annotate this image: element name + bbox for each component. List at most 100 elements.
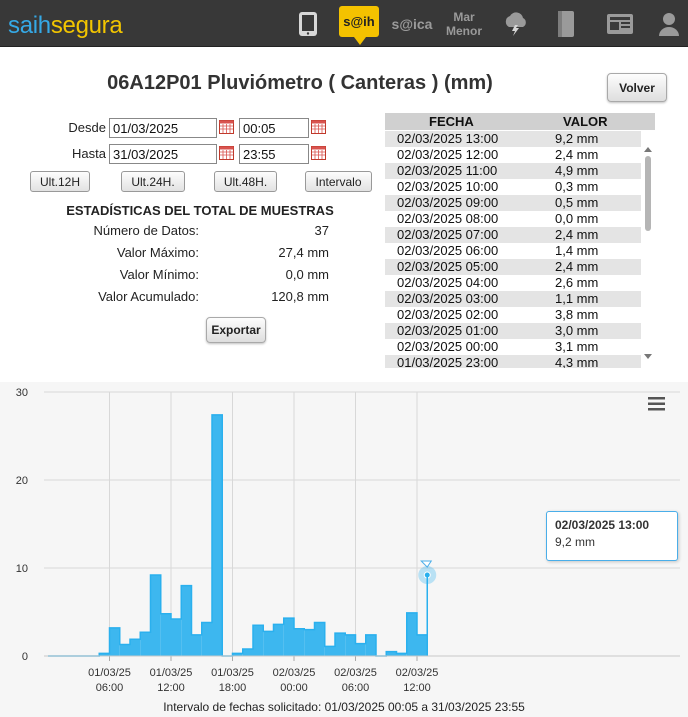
table-scrollbar[interactable] bbox=[642, 146, 654, 364]
cell-valor: 0,0 mm bbox=[555, 211, 599, 226]
saica-icon[interactable]: s@ica bbox=[391, 15, 433, 32]
scrollbar-thumb[interactable] bbox=[645, 156, 651, 231]
cell-fecha: 02/03/2025 09:00 bbox=[397, 195, 499, 210]
data-bar bbox=[324, 646, 335, 656]
cell-fecha: 01/03/2025 23:00 bbox=[397, 355, 499, 368]
data-bar bbox=[191, 634, 202, 656]
scroll-down-icon[interactable] bbox=[644, 354, 652, 359]
cell-valor: 2,4 mm bbox=[555, 147, 599, 162]
data-bar bbox=[232, 653, 243, 656]
desde-date-input[interactable]: 01/03/2025 bbox=[109, 118, 217, 138]
ult-24h-button[interactable]: Ult.24H. bbox=[121, 171, 185, 192]
data-bar bbox=[396, 653, 407, 656]
saih-icon[interactable]: s@ih bbox=[338, 0, 380, 47]
top-navigation-bar: saihsegura s@ih s@ica Mar Menor bbox=[0, 0, 688, 47]
user-icon[interactable] bbox=[650, 0, 688, 47]
x-tick-label: 02/03/25 bbox=[334, 667, 377, 679]
mar-menor-icon[interactable]: Mar Menor bbox=[446, 9, 482, 38]
exportar-button[interactable]: Exportar bbox=[206, 317, 266, 343]
cell-fecha: 02/03/2025 11:00 bbox=[397, 163, 498, 178]
stat-label: Valor Máximo: bbox=[116, 245, 199, 260]
cell-valor: 2,6 mm bbox=[555, 275, 599, 290]
brand-logo[interactable]: saihsegura bbox=[8, 12, 123, 39]
volver-button[interactable]: Volver bbox=[607, 73, 667, 102]
calendar-icon[interactable] bbox=[311, 120, 326, 134]
series-line bbox=[48, 414, 428, 657]
table-row: 02/03/2025 03:00 1,1 mm bbox=[385, 291, 641, 307]
cell-fecha: 02/03/2025 05:00 bbox=[397, 259, 499, 274]
data-bar bbox=[294, 628, 305, 656]
page-title: 06A12P01 Pluviómetro ( Canteras ) (mm) bbox=[107, 72, 493, 94]
column-header-valor: VALOR bbox=[563, 114, 608, 129]
scroll-up-icon[interactable] bbox=[644, 147, 652, 152]
cell-fecha: 02/03/2025 13:00 bbox=[397, 131, 499, 146]
hasta-time-input[interactable]: 23:55 bbox=[239, 144, 309, 164]
cell-fecha: 02/03/2025 00:00 bbox=[397, 339, 499, 354]
data-bar bbox=[130, 639, 141, 656]
table-row: 02/03/2025 08:00 0,0 mm bbox=[385, 211, 641, 227]
hasta-label: Hasta bbox=[72, 146, 106, 161]
table-row: 02/03/2025 06:00 1,4 mm bbox=[385, 243, 641, 259]
stat-value: 120,8 mm bbox=[271, 289, 329, 304]
ult-12h-button[interactable]: Ult.12H bbox=[30, 171, 90, 192]
x-tick-label: 01/03/25 bbox=[150, 667, 193, 679]
news-icon[interactable] bbox=[598, 0, 642, 47]
hasta-date-input[interactable]: 31/03/2025 bbox=[109, 144, 217, 164]
book-icon[interactable] bbox=[546, 0, 586, 47]
table-row: 02/03/2025 04:00 2,6 mm bbox=[385, 275, 641, 291]
data-bar bbox=[345, 634, 356, 656]
desde-time-input[interactable]: 00:05 bbox=[239, 118, 309, 138]
tooltip-pointer bbox=[420, 560, 433, 568]
intervalo-button[interactable]: Intervalo bbox=[305, 171, 372, 192]
table-row: 02/03/2025 07:00 2,4 mm bbox=[385, 227, 641, 243]
cell-fecha: 02/03/2025 06:00 bbox=[397, 243, 499, 258]
data-bar bbox=[212, 414, 223, 656]
x-tick-label: 06:00 bbox=[342, 682, 370, 694]
x-tick-label: 02/03/25 bbox=[273, 667, 316, 679]
tablet-icon[interactable] bbox=[286, 0, 330, 47]
cell-valor: 4,9 mm bbox=[555, 163, 599, 178]
tooltip-value: 9,2 mm bbox=[555, 535, 596, 549]
table-row: 02/03/2025 11:00 4,9 mm bbox=[385, 163, 641, 179]
menu-icon[interactable] bbox=[648, 397, 665, 411]
desde-label: Desde bbox=[68, 120, 106, 135]
cell-valor: 2,4 mm bbox=[555, 227, 599, 242]
saih-nav-label: s@ih bbox=[339, 6, 379, 45]
data-bar bbox=[314, 622, 325, 656]
data-bar bbox=[406, 612, 417, 656]
stat-value: 37 bbox=[314, 223, 329, 238]
ult-48h-button[interactable]: Ult.48H. bbox=[214, 171, 277, 192]
table-row: 02/03/2025 01:00 3,0 mm bbox=[385, 323, 641, 339]
data-bar bbox=[283, 618, 294, 656]
data-bar bbox=[150, 575, 161, 656]
data-bar bbox=[171, 619, 182, 656]
data-bar bbox=[253, 625, 264, 656]
table-row: 02/03/2025 09:00 0,5 mm bbox=[385, 195, 641, 211]
table-header: FECHA VALOR bbox=[385, 113, 655, 130]
data-bar bbox=[417, 634, 428, 656]
data-bar bbox=[304, 629, 315, 656]
calendar-icon[interactable] bbox=[219, 146, 234, 160]
x-tick-label: 01/03/25 bbox=[88, 667, 131, 679]
data-bar bbox=[263, 631, 274, 656]
x-tick-label: 12:00 bbox=[157, 682, 185, 694]
x-tick-label: 01/03/25 bbox=[211, 667, 254, 679]
y-tick-label: 10 bbox=[16, 563, 28, 575]
calendar-icon[interactable] bbox=[311, 146, 326, 160]
data-bar bbox=[99, 653, 110, 656]
data-bar bbox=[160, 613, 171, 656]
table-row: 02/03/2025 12:00 2,4 mm bbox=[385, 147, 641, 163]
storm-icon[interactable] bbox=[496, 0, 536, 47]
cell-fecha: 02/03/2025 03:00 bbox=[397, 291, 499, 306]
cell-valor: 3,1 mm bbox=[555, 339, 599, 354]
data-bar bbox=[140, 632, 151, 656]
data-bar bbox=[335, 633, 346, 656]
data-bar bbox=[201, 622, 212, 656]
data-bar bbox=[181, 585, 192, 656]
chart-tooltip: 02/03/2025 13:00 9,2 mm bbox=[546, 511, 678, 561]
cell-valor: 1,4 mm bbox=[555, 243, 599, 258]
calendar-icon[interactable] bbox=[219, 120, 234, 134]
x-tick-label: 02/03/25 bbox=[396, 667, 439, 679]
cell-valor: 0,5 mm bbox=[555, 195, 599, 210]
x-tick-label: 12:00 bbox=[403, 682, 431, 694]
